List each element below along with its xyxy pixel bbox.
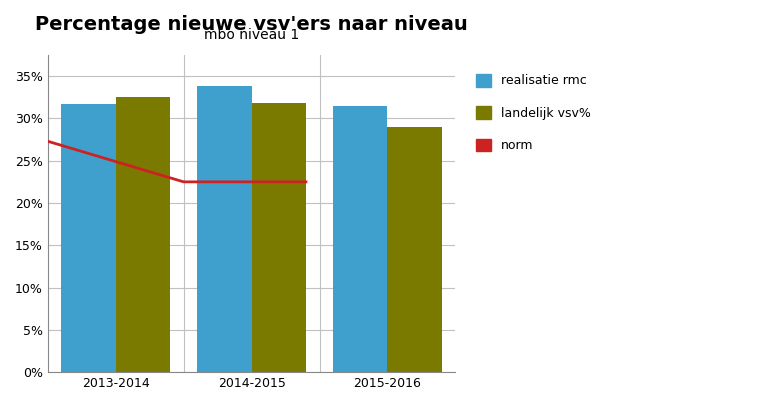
Bar <box>387 127 442 372</box>
Legend: realisatie rmc, landelijk vsv%, norm: realisatie rmc, landelijk vsv%, norm <box>470 68 598 158</box>
Bar <box>62 104 116 372</box>
Text: mbo niveau 1: mbo niveau 1 <box>204 28 300 42</box>
Title: Percentage nieuwe vsv'ers naar niveau: Percentage nieuwe vsv'ers naar niveau <box>35 15 468 34</box>
Bar <box>197 86 252 372</box>
Bar <box>252 103 306 372</box>
Bar <box>333 106 387 372</box>
Bar <box>116 97 170 372</box>
